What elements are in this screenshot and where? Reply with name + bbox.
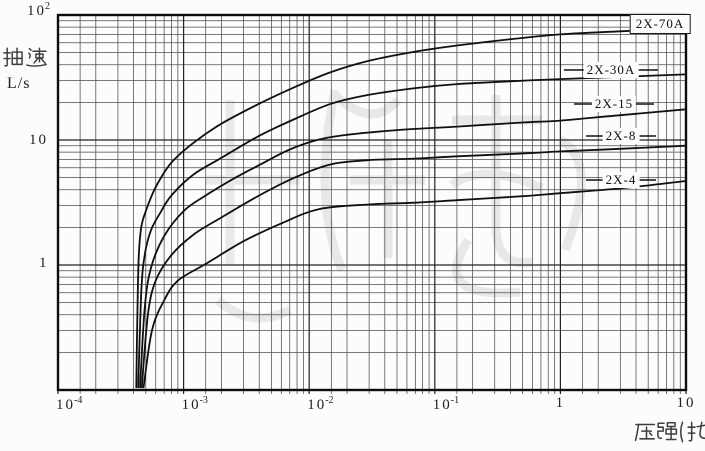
curve-2X-4 — [142, 180, 687, 389]
curve-label-2X-30A: 2X-30A — [583, 62, 639, 78]
glyph-qiang — [657, 422, 678, 441]
tick-base: 10 — [27, 3, 46, 19]
curve-2X-8 — [140, 144, 687, 389]
curve-label-2X-8: 2X-8 — [602, 128, 640, 144]
curve-label-2X-15: 2X-15 — [591, 96, 637, 112]
curve-2X-15 — [139, 108, 687, 389]
tick-exponent: 2 — [45, 1, 50, 12]
x-axis-tick: 1 — [556, 395, 566, 412]
tick-exponent: -4 — [74, 395, 83, 406]
glyph-ya — [634, 423, 656, 442]
y-axis-unit-label: L/s — [7, 75, 31, 92]
tick-base: 10 — [29, 132, 48, 148]
curve-2X-70A — [135, 27, 687, 389]
glyph-su — [26, 47, 47, 67]
tick-base: 10 — [432, 397, 452, 413]
curve-2X-30A — [137, 73, 687, 389]
tick-base: 10 — [56, 397, 75, 413]
x-axis-tick: 10 — [677, 395, 696, 412]
glyph-chou — [3, 47, 23, 67]
tick-exponent: -1 — [450, 395, 460, 406]
y-axis-tick-1: 1 — [39, 255, 49, 272]
tick-base: 1 — [39, 255, 49, 271]
glyph-paren-open — [679, 421, 684, 443]
tick-base: 1 — [555, 395, 566, 411]
x-axis-tick: 10-1 — [433, 395, 459, 414]
y-axis-title-chinese — [3, 47, 47, 67]
x-axis-tick: 10-2 — [307, 395, 333, 414]
tick-exponent: -2 — [325, 395, 334, 406]
tick-base: 10 — [181, 397, 201, 413]
curve-label-2X-4: 2X-4 — [602, 172, 640, 188]
x-axis-tick: 10-4 — [56, 395, 82, 414]
glyph-tuo — [687, 421, 705, 442]
tick-exponent: -3 — [199, 395, 208, 406]
tick-base: 10 — [676, 395, 696, 411]
tick-base: 10 — [307, 397, 327, 413]
x-axis-title-chinese — [634, 421, 705, 443]
y-axis-tick-10: 10 — [29, 132, 48, 149]
curve-label-2X-70A: 2X-70A — [629, 14, 691, 34]
y-axis-tick-100: 102 — [27, 1, 50, 20]
x-axis-tick: 10-3 — [182, 395, 208, 414]
